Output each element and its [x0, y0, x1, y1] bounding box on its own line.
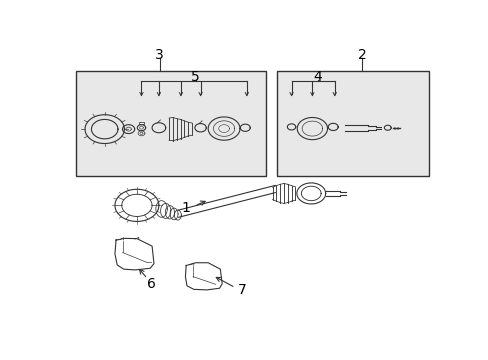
Text: 7: 7 [238, 283, 246, 297]
Text: 5: 5 [191, 70, 200, 84]
Text: 3: 3 [155, 48, 163, 62]
Bar [139, 122, 144, 125]
Text: 6: 6 [146, 277, 156, 291]
Text: 4: 4 [313, 70, 322, 84]
FancyBboxPatch shape [76, 71, 265, 176]
Text: 2: 2 [357, 48, 366, 62]
FancyBboxPatch shape [277, 71, 428, 176]
Text: 1: 1 [182, 201, 190, 215]
